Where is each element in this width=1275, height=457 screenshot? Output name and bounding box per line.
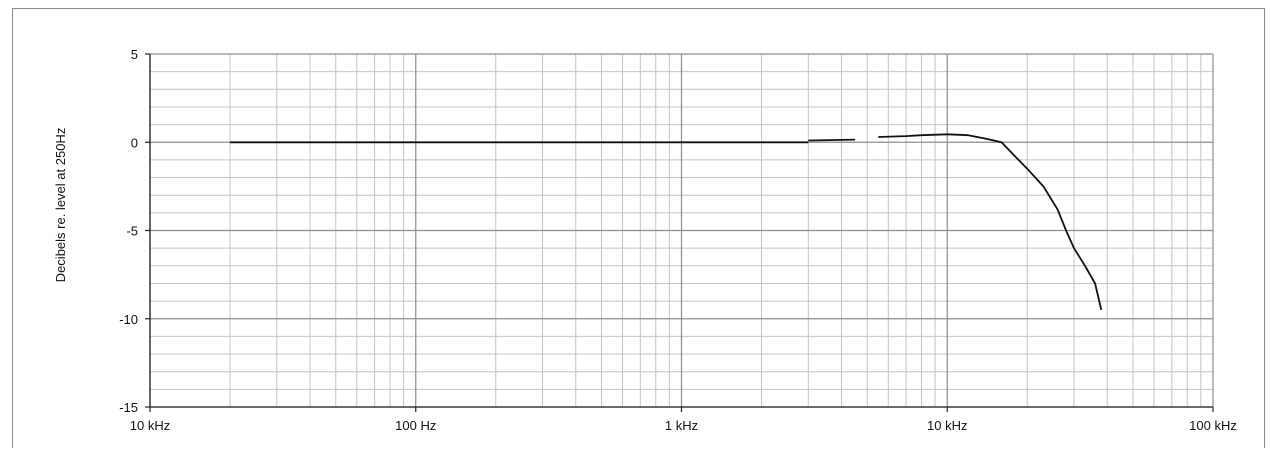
y-tick-label: 5 bbox=[131, 47, 138, 62]
y-axis-label: Decibels re. level at 250Hz bbox=[53, 128, 68, 283]
frequency-response-chart: 10 kHz 100 Hz 1 kHz 10 kHz 100 kHz 5 0 -5 -10 -1… bbox=[53, 47, 1237, 433]
x-tick-label: 100 Hz bbox=[395, 418, 436, 433]
y-tick-labels: 5 0 -5 -10 -15 bbox=[119, 47, 138, 415]
x-tick-label: 1 kHz bbox=[665, 418, 698, 433]
series-line-segment bbox=[985, 137, 1103, 311]
x-tick-label: 10 kHz bbox=[130, 418, 170, 433]
y-tick-label: -15 bbox=[119, 400, 138, 415]
series-line-segment bbox=[878, 133, 987, 140]
y-tick-label: 0 bbox=[131, 135, 138, 150]
series-group bbox=[230, 133, 1103, 311]
series-line-segment bbox=[808, 138, 856, 142]
grid bbox=[149, 53, 1214, 408]
x-tick-labels: 10 kHz 100 Hz 1 kHz 10 kHz 100 kHz bbox=[130, 418, 1237, 433]
y-tick-label: -10 bbox=[119, 312, 138, 327]
chart-frame: 10 kHz 100 Hz 1 kHz 10 kHz 100 kHz 5 0 -5 -10 -1… bbox=[12, 8, 1265, 448]
y-tick-label: -5 bbox=[126, 224, 138, 239]
axes bbox=[145, 53, 1214, 412]
x-tick-label: 100 kHz bbox=[1189, 418, 1237, 433]
x-tick-label: 10 kHz bbox=[927, 418, 967, 433]
